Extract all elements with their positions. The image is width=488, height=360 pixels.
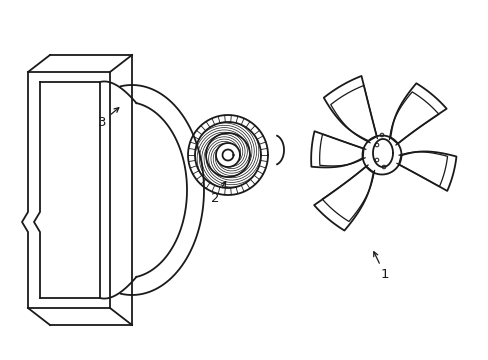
- Text: 2: 2: [210, 181, 225, 204]
- Text: 3: 3: [98, 108, 119, 129]
- Text: 1: 1: [373, 252, 388, 282]
